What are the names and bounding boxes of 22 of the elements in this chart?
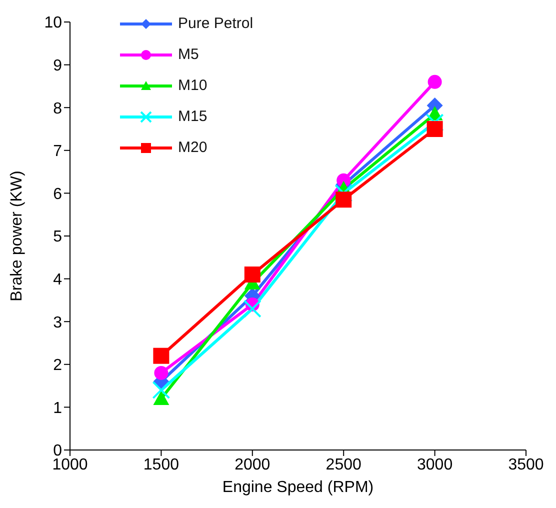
x-tick-label: 2500 [326, 456, 362, 474]
y-tick-label: 9 [53, 57, 62, 74]
y-tick-label: 7 [53, 143, 62, 160]
x-tick-label: 1500 [143, 456, 180, 474]
x-tick-label: 3000 [417, 456, 453, 474]
y-tick-label: 4 [53, 271, 62, 288]
y-tick-label: 3 [53, 314, 62, 332]
y-axis-title: Brake power (KW) [8, 170, 26, 302]
y-tick-label: 10 [44, 14, 62, 32]
legend-label: Pure Petrol [178, 15, 254, 32]
x-axis-title: Engine Speed (RPM) [222, 479, 374, 496]
y-tick-label: 1 [53, 400, 62, 417]
legend-label: M5 [178, 46, 199, 63]
legend-label: M15 [178, 108, 208, 125]
x-tick-label: 2000 [234, 456, 270, 474]
x-tick-label: 3500 [508, 456, 544, 474]
y-tick-label: 2 [53, 357, 62, 374]
y-tick-label: 6 [53, 186, 62, 203]
legend-label: M10 [178, 77, 208, 94]
y-tick-label: 5 [53, 228, 62, 246]
y-tick-label: 8 [53, 100, 62, 118]
legend-label: M20 [178, 139, 208, 156]
